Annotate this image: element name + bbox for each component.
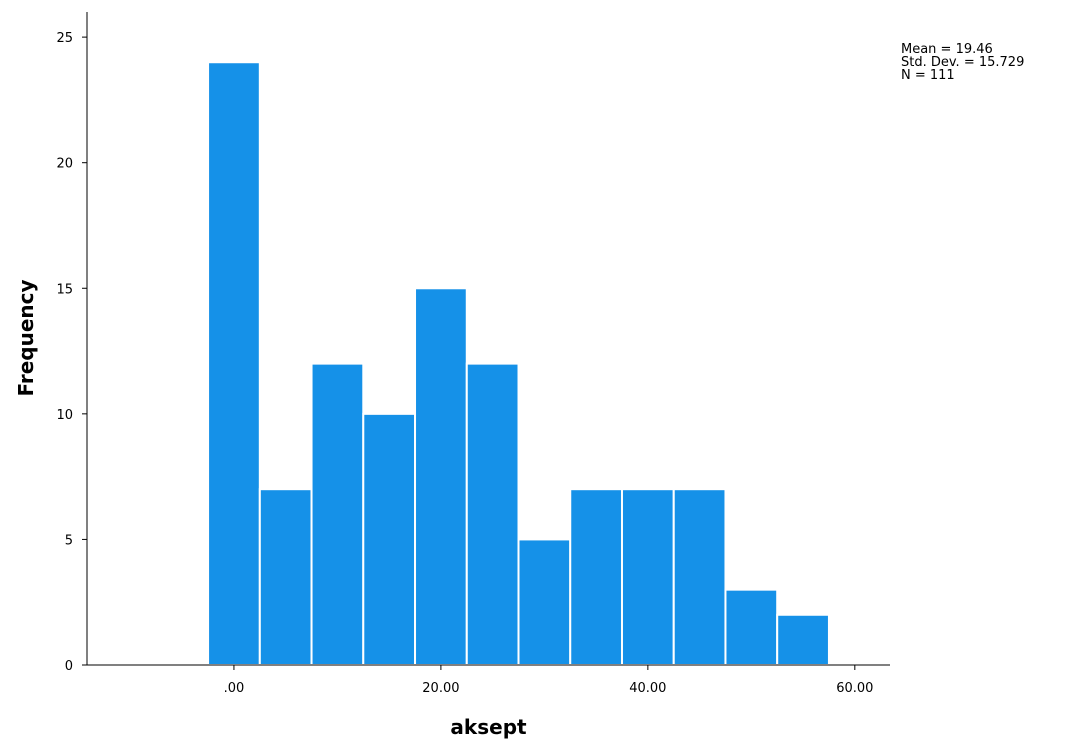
summary-statistics: Mean = 19.46 Std. Dev. = 15.729 N = 111 bbox=[901, 43, 1024, 82]
histogram-bar-2 bbox=[258, 488, 313, 667]
mean-label: Mean = 19.46 bbox=[901, 42, 993, 57]
histogram-bar-10 bbox=[672, 488, 727, 667]
histogram-bar-1 bbox=[207, 61, 261, 666]
histogram-bar-6 bbox=[465, 362, 520, 666]
histogram-bar-8 bbox=[569, 488, 623, 667]
histogram-bar-5 bbox=[414, 287, 468, 666]
std-dev-label: Std. Dev. = 15.729 bbox=[901, 55, 1025, 70]
x-tick-label: 60.00 bbox=[836, 681, 873, 696]
y-tick-label: 25 bbox=[56, 31, 73, 46]
x-tick-label: 20.00 bbox=[422, 681, 459, 696]
histogram-bar-4 bbox=[362, 412, 417, 666]
x-tick-label: 40.00 bbox=[629, 681, 666, 696]
histogram-bar-3 bbox=[310, 362, 365, 666]
y-axis-title: Frequency bbox=[14, 279, 38, 396]
histogram-bar-9 bbox=[620, 488, 675, 667]
histogram-bar-7 bbox=[517, 538, 572, 667]
y-tick-label: 15 bbox=[56, 282, 73, 297]
histogram-bar-12 bbox=[776, 613, 830, 666]
x-axis-ticks: .00 20.00 40.00 60.00 bbox=[224, 665, 873, 696]
x-tick-label: .00 bbox=[224, 681, 245, 696]
y-axis-ticks: 0 5 10 15 20 25 bbox=[56, 31, 87, 674]
y-tick-label: 5 bbox=[65, 533, 73, 548]
n-label: N = 111 bbox=[901, 68, 955, 83]
y-tick-label: 20 bbox=[56, 157, 73, 172]
y-tick-label: 10 bbox=[56, 408, 73, 423]
histogram-bar-11 bbox=[724, 588, 779, 667]
x-axis-title: aksept bbox=[450, 715, 527, 739]
y-tick-label: 0 bbox=[65, 659, 73, 674]
histogram-bars bbox=[207, 61, 830, 667]
